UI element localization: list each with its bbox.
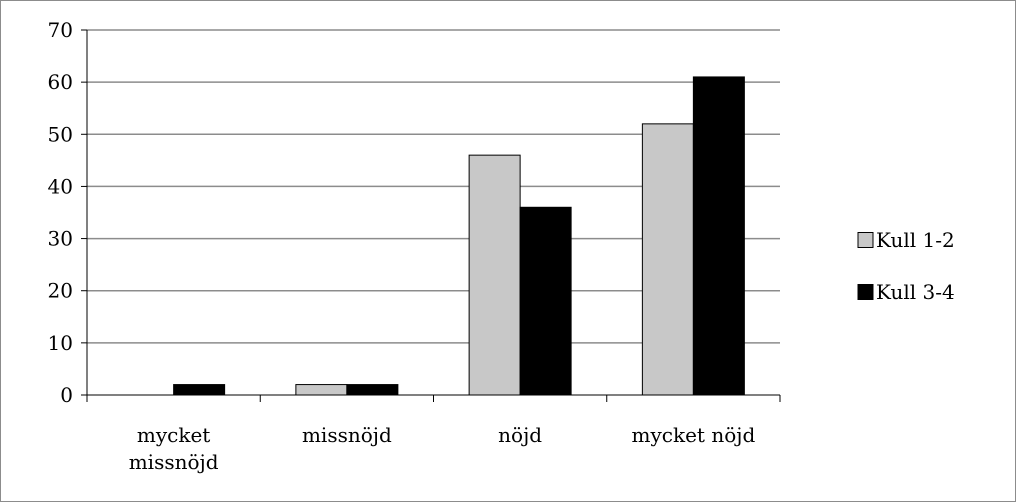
bar-kull-3-4-0: [173, 384, 226, 396]
y-tick-label: 30: [48, 227, 73, 251]
x-category-label: missnöjd: [129, 450, 219, 474]
legend-swatch: [857, 232, 874, 248]
bar-kull-1-2-1: [295, 384, 348, 396]
axis-labels: 0 10 20 30 40 50 60 70 mycket missnöjd missnöjd nöj…: [48, 18, 756, 474]
x-category-label: mycket nöjd: [632, 423, 756, 447]
legend-swatch: [857, 284, 874, 300]
legend: Kull 1-2 Kull 3-4: [857, 228, 955, 304]
y-tick-label: 70: [48, 18, 73, 42]
bars: [173, 76, 745, 396]
bar-kull-1-2-3: [641, 123, 694, 396]
x-category-label: mycket: [137, 423, 210, 447]
x-category-label: missnöjd: [302, 423, 392, 447]
y-tick-label: 20: [48, 279, 73, 303]
y-tick-label: 60: [48, 70, 73, 94]
bar-kull-3-4-2: [519, 206, 572, 396]
y-tick-label: 0: [60, 383, 73, 407]
legend-label: Kull 3-4: [876, 280, 955, 304]
y-tick-label: 10: [48, 331, 73, 355]
axes: [81, 29, 781, 402]
x-category-label: nöjd: [498, 423, 542, 447]
bar-kull-3-4-3: [692, 76, 745, 396]
bar-kull-1-2-2: [468, 154, 521, 396]
y-tick-label: 40: [48, 174, 73, 198]
y-tick-label: 50: [48, 122, 73, 146]
legend-label: Kull 1-2: [876, 228, 955, 252]
bar-kull-3-4-1: [346, 384, 399, 396]
